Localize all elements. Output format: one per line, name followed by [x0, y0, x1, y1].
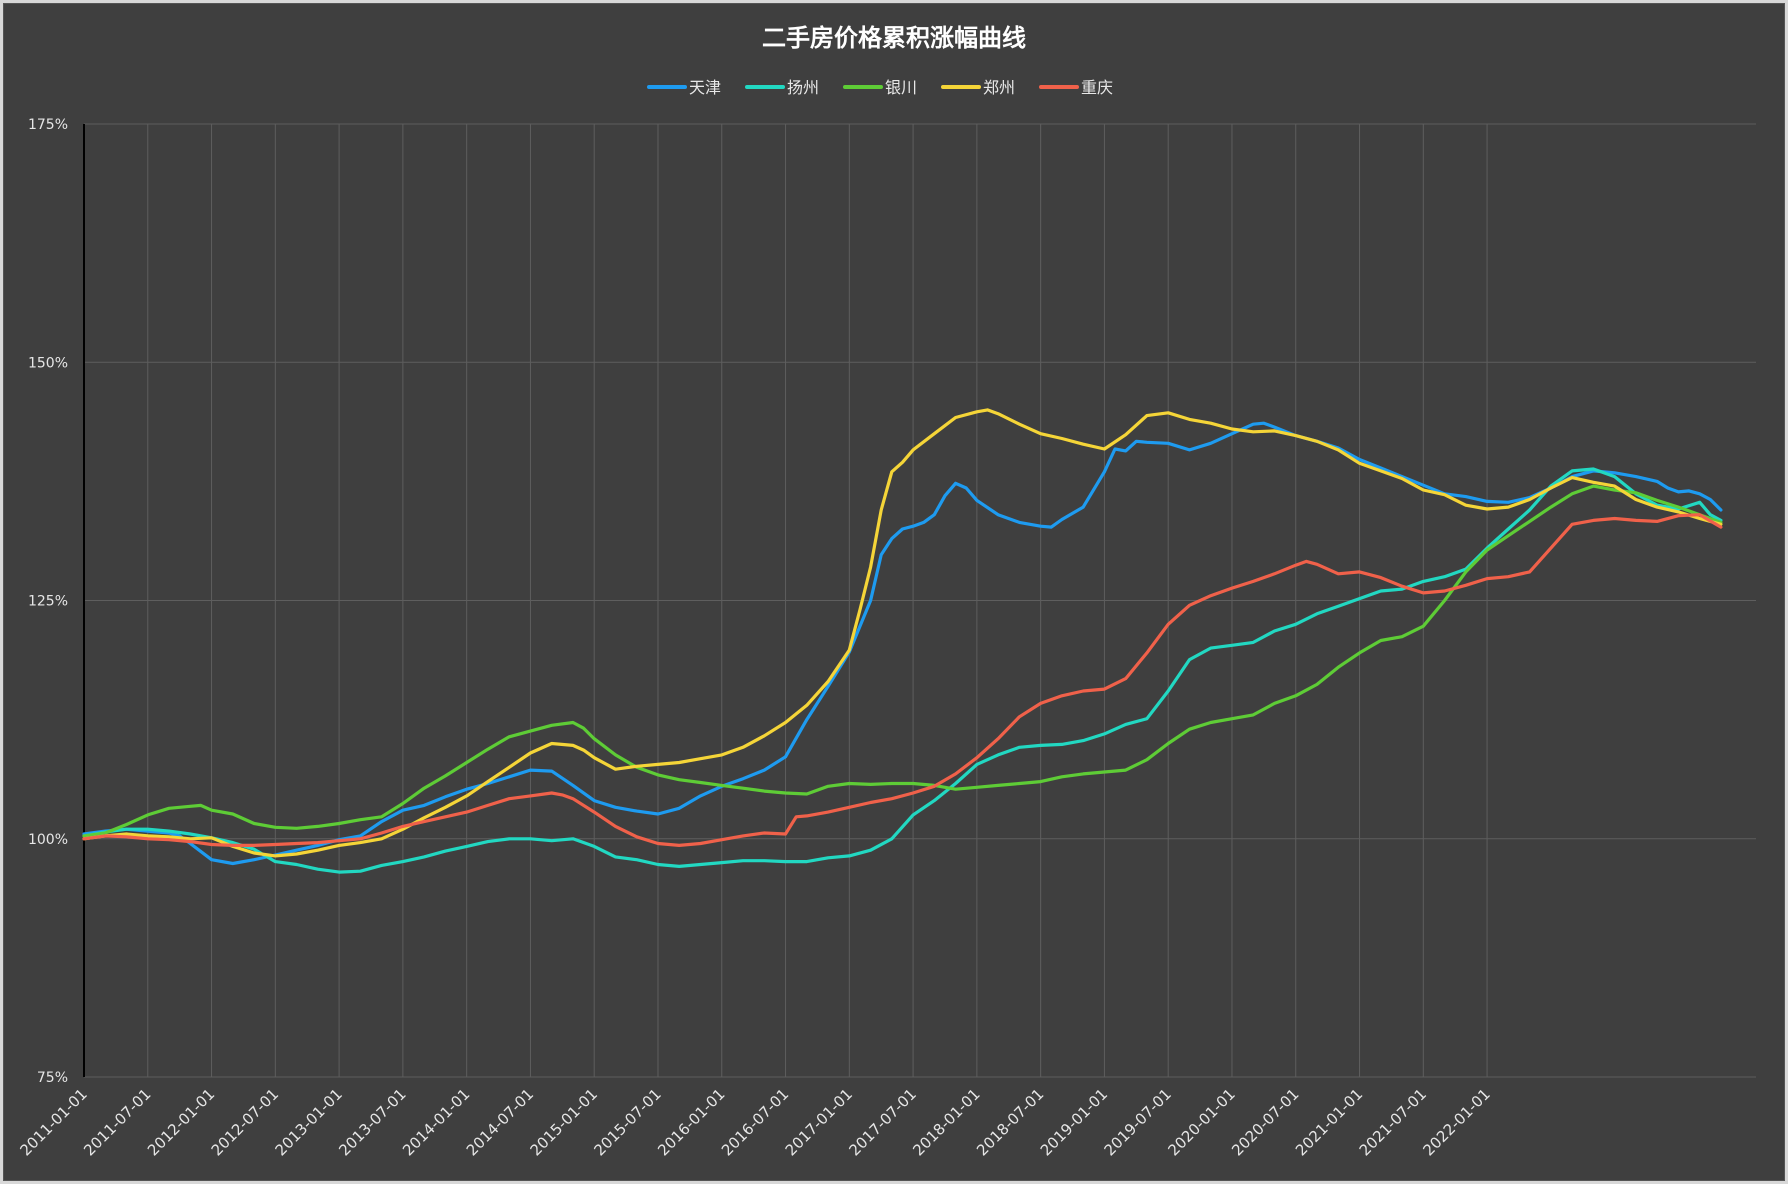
- y-axis: 175% 150% 125% 100% 75%: [28, 117, 85, 1086]
- legend: 天津 扬州 银川 郑州 重庆: [647, 78, 1113, 97]
- y-tick-label: 175%: [28, 117, 68, 133]
- x-tick-label: 2015-07-01: [590, 1085, 664, 1159]
- x-tick-label: 2016-07-01: [718, 1085, 792, 1159]
- x-tick-label: 2022-01-01: [1420, 1085, 1494, 1159]
- x-tick-label: 2021-07-01: [1356, 1085, 1430, 1159]
- legend-item[interactable]: 银川: [843, 78, 917, 97]
- chart-svg: 二手房价格累积涨幅曲线 天津 扬州 银川 郑州 重庆 175% 150% 125% 100% 7…: [16, 24, 1756, 1159]
- legend-label: 扬州: [787, 78, 819, 97]
- x-tick-label: 2011-01-01: [16, 1085, 90, 1159]
- x-tick-label: 2013-07-01: [335, 1085, 409, 1159]
- legend-item[interactable]: 扬州: [745, 78, 819, 97]
- x-tick-label: 2016-01-01: [654, 1085, 728, 1159]
- x-tick-label: 2020-01-01: [1164, 1085, 1238, 1159]
- series-line-1: [82, 467, 1723, 874]
- legend-item[interactable]: 天津: [647, 78, 721, 97]
- legend-label: 郑州: [983, 78, 1015, 97]
- legend-label: 重庆: [1081, 78, 1113, 97]
- x-tick-label: 2019-07-01: [1101, 1085, 1175, 1159]
- x-tick-label: 2011-07-01: [80, 1085, 154, 1159]
- y-tick-label: 125%: [28, 594, 68, 610]
- y-tick-label: 75%: [37, 1070, 68, 1086]
- x-tick-label: 2014-07-01: [463, 1085, 537, 1159]
- x-tick-label: 2021-01-01: [1292, 1085, 1366, 1159]
- x-tick-label: 2015-01-01: [527, 1085, 601, 1159]
- series-line-4: [82, 513, 1723, 847]
- series-line-2: [82, 484, 1723, 838]
- chart-title: 二手房价格累积涨幅曲线: [762, 24, 1026, 52]
- chart-frame: 二手房价格累积涨幅曲线 天津 扬州 银川 郑州 重庆 175% 150% 125% 100% 7…: [3, 3, 1785, 1181]
- series-line-0: [82, 421, 1723, 866]
- x-tick-label: 2017-07-01: [846, 1085, 920, 1159]
- series-line-3: [82, 408, 1723, 858]
- x-tick-label: 2012-07-01: [208, 1085, 282, 1159]
- x-tick-label: 2018-07-01: [973, 1085, 1047, 1159]
- x-axis: 2011-01-012011-07-012012-01-012012-07-01…: [16, 1085, 1493, 1159]
- x-tick-label: 2017-01-01: [782, 1085, 856, 1159]
- legend-label: 银川: [885, 78, 917, 97]
- legend-item[interactable]: 重庆: [1039, 78, 1113, 97]
- gridlines: [84, 123, 1756, 1078]
- legend-label: 天津: [689, 78, 721, 97]
- x-tick-label: 2014-01-01: [399, 1085, 473, 1159]
- x-tick-label: 2013-01-01: [272, 1085, 346, 1159]
- x-tick-label: 2019-01-01: [1037, 1085, 1111, 1159]
- x-tick-label: 2018-01-01: [909, 1085, 983, 1159]
- y-tick-label: 150%: [28, 355, 68, 371]
- x-tick-label: 2012-01-01: [144, 1085, 218, 1159]
- legend-item[interactable]: 郑州: [941, 78, 1015, 97]
- x-tick-label: 2020-07-01: [1228, 1085, 1302, 1159]
- y-tick-label: 100%: [28, 832, 68, 848]
- series-layer: [82, 408, 1723, 874]
